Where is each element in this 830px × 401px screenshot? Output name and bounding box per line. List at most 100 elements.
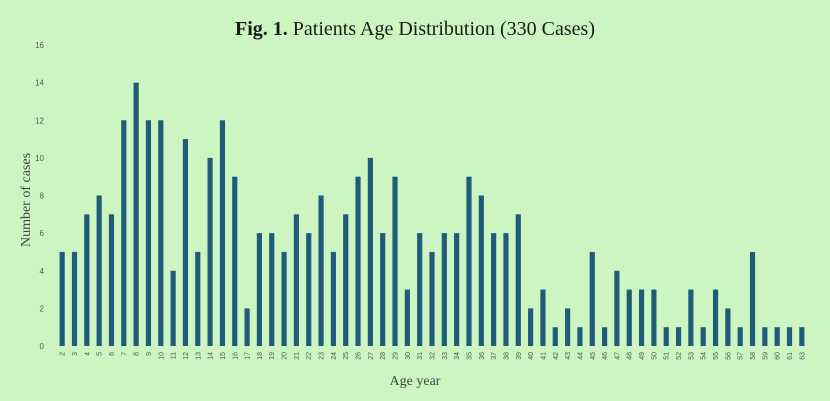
bar (478, 195, 484, 346)
x-tick-label: 24 (331, 352, 338, 360)
x-tick-label: 36 (479, 352, 486, 360)
x-tick-label: 10 (158, 352, 165, 360)
x-tick-label: 16 (232, 352, 239, 360)
bar (688, 289, 694, 346)
bar (269, 233, 275, 346)
chart-title: Fig. 1. Patients Age Distribution (330 C… (0, 18, 830, 41)
bar (762, 327, 768, 346)
x-tick-label: 15 (220, 352, 227, 360)
bar (749, 251, 756, 346)
x-tick-label: 38 (503, 352, 510, 360)
x-tick-label: 20 (282, 352, 289, 360)
bar (170, 270, 176, 346)
x-tick-label: 52 (676, 352, 683, 360)
x-tick-label: 46 (602, 352, 609, 360)
bar (281, 251, 287, 346)
x-tick-label: 49 (639, 352, 646, 360)
bar (158, 120, 164, 346)
bar (380, 233, 386, 346)
bar (121, 120, 127, 346)
bar (404, 289, 410, 346)
bar (182, 139, 189, 346)
bar (429, 251, 435, 346)
x-tick-label: 59 (762, 352, 769, 360)
bar (786, 327, 793, 346)
bar (651, 289, 657, 346)
bar (293, 214, 299, 346)
bar (663, 327, 669, 346)
bar (392, 176, 398, 346)
bar (774, 327, 780, 346)
x-tick-label: 61 (787, 352, 794, 360)
x-tick-label: 43 (565, 352, 572, 360)
bar (306, 233, 312, 346)
bar (540, 289, 546, 346)
x-tick-label: 19 (269, 352, 276, 360)
bar (318, 195, 324, 346)
y-tick-label: 14 (35, 79, 44, 88)
x-tick-label: 3 (72, 352, 79, 356)
bar (454, 233, 460, 346)
x-tick-label: 26 (356, 352, 363, 360)
x-tick-label: 8 (134, 352, 141, 356)
x-tick-label: 22 (306, 352, 313, 360)
chart-title-text: Patients Age Distribution (330 Cases) (292, 18, 595, 40)
x-tick-label: 25 (343, 352, 350, 360)
x-tick-label: 9 (146, 352, 153, 356)
bar (133, 82, 139, 346)
y-tick-label: 0 (40, 342, 45, 351)
x-tick-label: 51 (664, 352, 671, 360)
bar (256, 233, 262, 346)
x-tick-label: 48 (627, 352, 634, 360)
bar (108, 214, 115, 346)
bar (96, 195, 102, 346)
y-tick-label: 10 (35, 154, 44, 163)
bar (491, 233, 497, 346)
bar (84, 214, 90, 346)
y-tick-label: 2 (40, 304, 45, 313)
x-tick-label: 27 (368, 352, 375, 360)
bar (466, 176, 472, 346)
x-tick-label: 35 (466, 352, 473, 360)
x-tick-label: 37 (491, 352, 498, 360)
x-tick-label: 54 (701, 352, 708, 360)
x-tick-label: 21 (294, 352, 301, 360)
bar (232, 176, 238, 346)
bar (503, 233, 509, 346)
bar (441, 233, 447, 346)
bar (725, 308, 731, 346)
bar (626, 289, 632, 346)
x-tick-label: 13 (195, 352, 202, 360)
bar (515, 214, 521, 346)
x-tick-label: 42 (553, 352, 560, 360)
x-tick-label: 41 (540, 352, 547, 360)
x-tick-label: 2 (60, 352, 67, 356)
bar (799, 327, 805, 346)
x-tick-label: 6 (109, 352, 116, 356)
bar (528, 308, 534, 346)
y-tick-label: 8 (40, 192, 45, 201)
bar (577, 327, 583, 346)
bar (343, 214, 349, 346)
bar (367, 157, 373, 346)
bar (71, 251, 78, 346)
x-tick-label: 17 (245, 352, 252, 360)
x-tick-label: 40 (528, 352, 535, 360)
x-tick-label: 45 (590, 352, 597, 360)
bar (195, 251, 201, 346)
x-tick-label: 11 (171, 352, 178, 359)
x-tick-label: 34 (454, 352, 461, 360)
x-tick-label: 44 (577, 352, 584, 360)
bar (244, 308, 250, 346)
x-tick-label: 31 (417, 352, 424, 360)
bar (552, 327, 558, 346)
x-tick-label: 58 (750, 352, 757, 360)
x-tick-label: 33 (442, 352, 449, 360)
x-tick-label: 32 (430, 352, 437, 360)
y-tick-label: 12 (35, 116, 44, 125)
bar (59, 251, 65, 346)
x-tick-label: 28 (380, 352, 387, 360)
x-tick-label: 57 (738, 352, 745, 360)
